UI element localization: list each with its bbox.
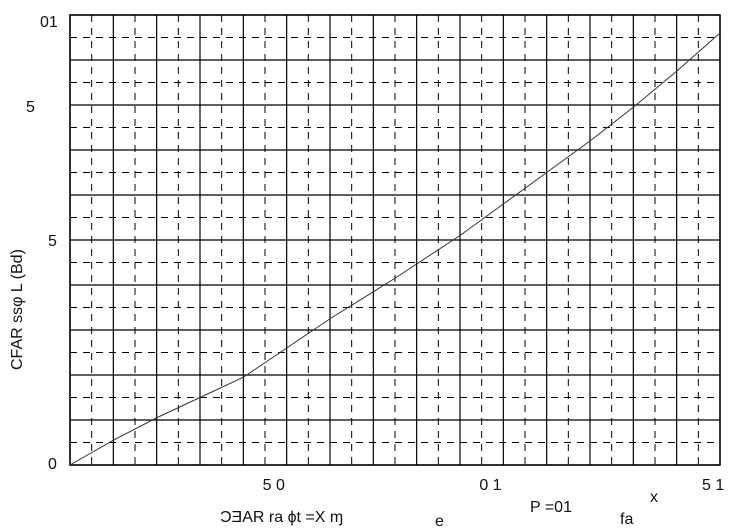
y-tick-label: 01 [40, 14, 58, 31]
grid [69, 14, 721, 466]
x-tick-label: 5 0 [263, 477, 285, 494]
series-line [69, 32, 721, 466]
y-tick-label: 5 [48, 233, 57, 250]
x-tick-label: 0 1 [479, 477, 501, 494]
plot-frame [69, 14, 721, 466]
x-axis-label: ƆƎAR ra ϕt =X ɱ [220, 509, 343, 526]
y-axis-label-sup: 5 [26, 99, 35, 116]
annotation-sup: x [650, 489, 658, 506]
x-axis-label-sub: e [435, 513, 444, 530]
x-tick-label: 5 1 [702, 477, 724, 494]
annotation: P =01 [530, 499, 572, 516]
y-tick-label: 0 [48, 456, 57, 473]
ticks: 5 0 0 1 5 1 0 5 01 [40, 14, 724, 494]
annotation-sub: fa [620, 511, 633, 528]
y-axis-label: CFAR ssφ L (Bd) [9, 249, 26, 370]
